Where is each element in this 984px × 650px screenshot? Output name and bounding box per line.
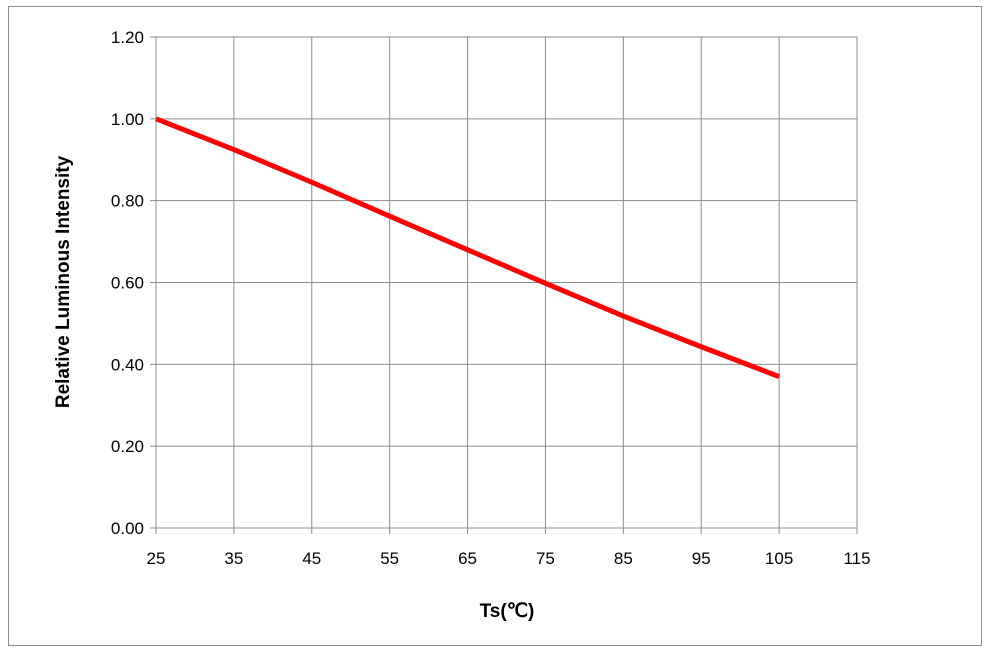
x-axis-title: Ts(℃) xyxy=(480,601,535,622)
series-line xyxy=(155,116,781,379)
x-tick-label: 95 xyxy=(692,549,711,568)
y-tick-label: 0.80 xyxy=(111,192,144,211)
x-axis-ticks: 25 35 45 55 65 75 85 95 105 115 xyxy=(147,549,871,568)
y-tick-label: 0.60 xyxy=(111,274,144,293)
chart-frame xyxy=(8,6,982,646)
x-tick-label: 65 xyxy=(458,549,477,568)
x-tick-label: 45 xyxy=(302,549,321,568)
x-tick-label: 115 xyxy=(843,549,870,568)
x-tick-label: 105 xyxy=(765,549,793,568)
x-tick-label: 85 xyxy=(614,549,633,568)
x-tick-label: 75 xyxy=(536,549,555,568)
series-lines xyxy=(155,116,781,379)
y-tick-label: 1.00 xyxy=(111,110,144,129)
x-tick-label: 25 xyxy=(147,549,166,568)
y-tick-label: 0.20 xyxy=(111,437,144,456)
y-tick-label: 1.20 xyxy=(111,28,144,47)
grid xyxy=(150,36,858,534)
y-tick-label: 0.40 xyxy=(111,355,144,374)
x-tick-label: 55 xyxy=(380,549,399,568)
y-axis-ticks: 0.00 0.20 0.40 0.60 0.80 1.00 1.20 xyxy=(111,28,144,538)
y-tick-label: 0.00 xyxy=(111,519,144,538)
y-axis-title: Relative Luminous Intensity xyxy=(53,155,74,408)
x-tick-label: 35 xyxy=(224,549,243,568)
